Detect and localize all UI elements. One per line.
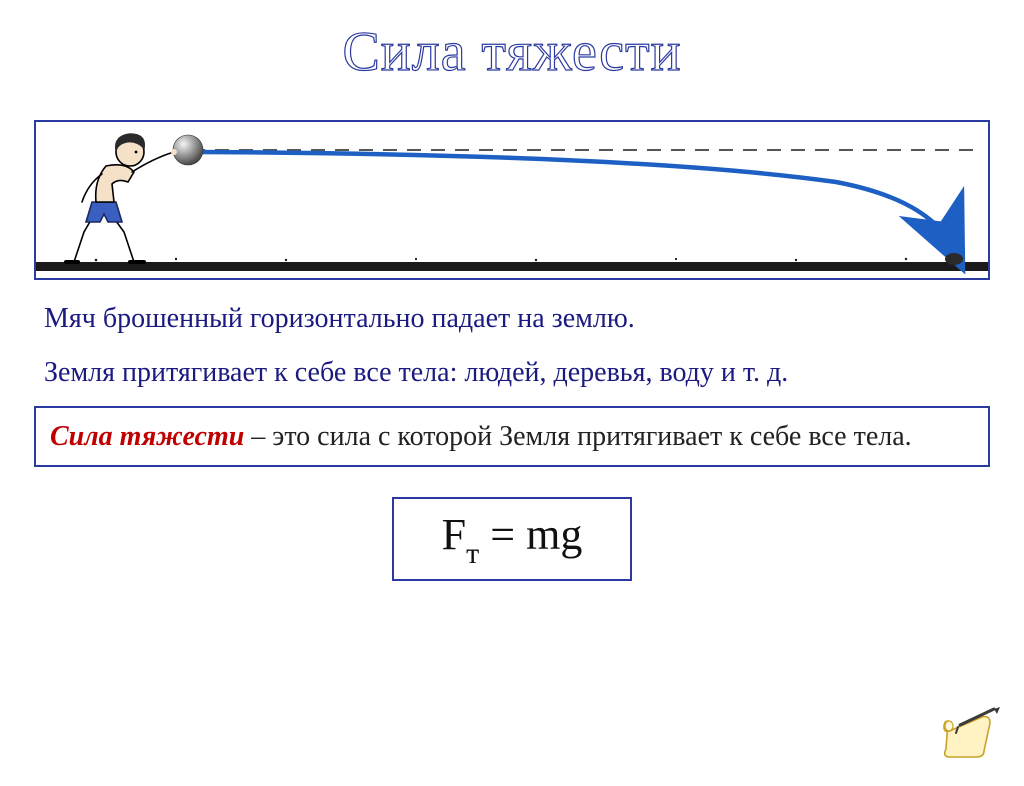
- title-text: Сила тяжести: [342, 21, 681, 83]
- formula-eq: =: [479, 510, 526, 559]
- projectile-diagram: [36, 122, 988, 278]
- thrown-ball: [173, 135, 203, 165]
- landed-ball: [945, 253, 963, 265]
- formula-lhs: F: [442, 510, 466, 559]
- formula-rhs: mg: [526, 510, 582, 559]
- formula-box: Fт = mg: [392, 497, 632, 581]
- body-text-2: Земля притягивает к себе все тела: людей…: [44, 354, 984, 392]
- formula-sub: т: [466, 537, 479, 570]
- definition-rest: – это сила с которой Земля притягивает к…: [244, 421, 911, 452]
- definition-box: Сила тяжести – это сила с которой Земля …: [34, 406, 990, 468]
- trajectory-curve: [191, 152, 954, 250]
- definition-term: Сила тяжести: [50, 421, 244, 452]
- illustration: [34, 120, 990, 280]
- athlete-figure: [66, 134, 177, 262]
- scroll-pen-icon: [940, 707, 1002, 768]
- body-text-1: Мяч брошенный горизонтально падает на зе…: [44, 300, 984, 338]
- page-title: Сила тяжести: [0, 18, 1024, 102]
- ground-line: [36, 262, 988, 271]
- ground-texture: [95, 258, 908, 262]
